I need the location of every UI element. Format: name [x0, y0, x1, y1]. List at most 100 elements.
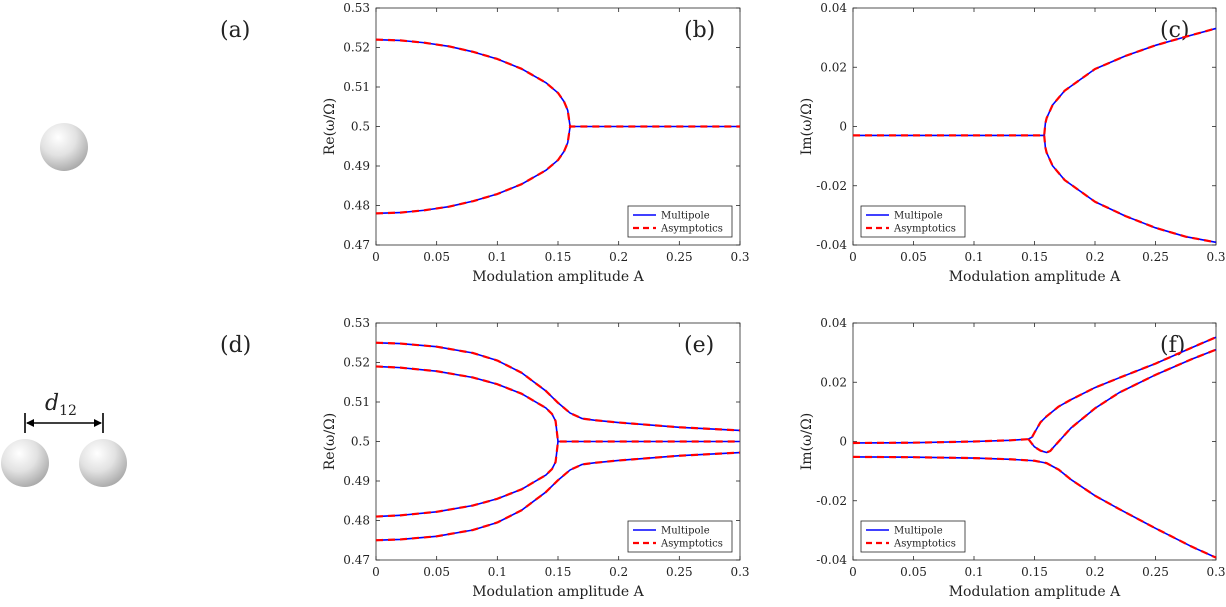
series-line-asymptotics-3 — [375, 451, 741, 542]
x-tick-label: 0.2 — [1085, 250, 1104, 264]
y-tick-label: 0.04 — [820, 316, 847, 330]
legend-label: Asymptotics — [893, 224, 956, 235]
x-tick-label: 0 — [849, 250, 857, 264]
series-line-multipole-0 — [852, 336, 1217, 444]
legend: Multipole Asymptotics — [860, 520, 966, 553]
series-line-multipole-1 — [1027, 348, 1217, 454]
y-tick-label: 0.48 — [343, 199, 370, 213]
legend-label: Multipole — [894, 526, 943, 537]
y-tick-label: 0.52 — [343, 41, 370, 55]
legend: Multipole Asymptotics — [627, 205, 733, 238]
y-tick-label: 0.48 — [343, 514, 370, 528]
x-axis-label: Modulation amplitude A — [472, 584, 644, 600]
series-line-multipole-1 — [1043, 135, 1217, 244]
separation-label: d12 — [45, 391, 77, 419]
x-tick-label: 0.15 — [1021, 250, 1048, 264]
legend-box — [860, 520, 966, 553]
x-tick-label: 0.3 — [730, 250, 749, 264]
y-tick-label: 0.51 — [343, 80, 370, 94]
y-tick-label: -0.04 — [816, 553, 847, 567]
y-tick-label: -0.04 — [816, 238, 847, 252]
y-tick-label: 0.5 — [351, 435, 370, 449]
legend-label: Asymptotics — [893, 539, 956, 550]
y-axis-label: Im(ω/Ω) — [799, 98, 815, 155]
series-line-asymptotics-1 — [1027, 348, 1217, 454]
y-tick-label: -0.02 — [816, 179, 847, 193]
y-tick-label: 0.47 — [343, 553, 370, 567]
y-tick-label: 0 — [839, 435, 847, 449]
y-tick-label: 0.51 — [343, 395, 370, 409]
legend-label: Asymptotics — [660, 224, 723, 235]
y-axis-label: Re(ω/Ω) — [322, 98, 338, 156]
x-tick-label: 0 — [849, 565, 857, 579]
x-axis-label: Modulation amplitude A — [472, 269, 644, 285]
legend: Multipole Asymptotics — [627, 520, 733, 553]
panel-label-a: (a) — [220, 18, 250, 43]
legend: Multipole Asymptotics — [860, 205, 966, 238]
x-tick-label: 0.1 — [964, 250, 983, 264]
x-tick-label: 0.25 — [666, 565, 693, 579]
y-tick-label: 0.53 — [343, 1, 370, 15]
chart-b: 0 0.05 0.1 0.15 0.2 0.25 0.3 0.47 0.48 0.49 0.5 0.5… — [322, 1, 750, 285]
x-tick-label: 0.25 — [1142, 250, 1169, 264]
series-line-asymptotics-1 — [1043, 135, 1217, 244]
y-tick-label: 0.49 — [343, 159, 370, 173]
y-tick-label: -0.02 — [816, 494, 847, 508]
y-tick-label: 0.47 — [343, 238, 370, 252]
x-tick-label: 0.1 — [488, 250, 507, 264]
x-tick-label: 0.05 — [900, 250, 927, 264]
x-tick-label: 0 — [372, 250, 380, 264]
x-tick-label: 0.3 — [1206, 250, 1225, 264]
series-line-asymptotics-1 — [375, 365, 740, 443]
series-line-asymptotics-0 — [375, 38, 740, 128]
series-line-multipole-2 — [375, 441, 559, 518]
y-axis-label: Im(ω/Ω) — [799, 413, 815, 470]
legend-box — [627, 520, 733, 553]
y-tick-label: 0.02 — [820, 375, 847, 389]
y-tick-label: 0.53 — [343, 316, 370, 330]
y-tick-label: 0.04 — [820, 1, 847, 15]
panel-label-f: (f) — [1160, 333, 1185, 358]
y-tick-label: 0 — [839, 120, 847, 134]
y-axis-label: Re(ω/Ω) — [322, 413, 338, 471]
series-line-asymptotics-2 — [375, 441, 560, 518]
sphere-icon — [79, 439, 127, 487]
panels: 0 0.05 0.1 0.15 0.2 0.25 0.3 0.47 0.48 0.49 0.5 0.5… — [322, 1, 1226, 600]
x-tick-label: 0.15 — [545, 250, 572, 264]
x-tick-label: 0.2 — [1085, 565, 1104, 579]
x-tick-label: 0.05 — [900, 565, 927, 579]
x-tick-label: 0.05 — [423, 250, 450, 264]
y-tick-label: 0.5 — [351, 120, 370, 134]
y-tick-label: 0.49 — [343, 474, 370, 488]
x-tick-label: 0.25 — [1142, 565, 1169, 579]
x-axis-label: Modulation amplitude A — [949, 584, 1121, 600]
legend-box — [860, 205, 966, 238]
x-tick-label: 0.05 — [423, 565, 450, 579]
x-tick-label: 0.15 — [545, 565, 572, 579]
panel-label-b: (b) — [684, 18, 715, 43]
legend-label: Multipole — [894, 211, 943, 222]
legend-label: Multipole — [661, 526, 710, 537]
panel-label-d: (d) — [220, 333, 251, 358]
series-line-asymptotics-0 — [853, 27, 1217, 137]
x-tick-label: 0.1 — [964, 565, 983, 579]
x-tick-label: 0.1 — [488, 565, 507, 579]
series-line-multipole-0 — [375, 38, 740, 128]
x-tick-label: 0 — [372, 565, 380, 579]
x-tick-label: 0.3 — [730, 565, 749, 579]
y-tick-label: 0.52 — [343, 356, 370, 370]
panel-label-e: (e) — [684, 333, 714, 358]
chart-c: 0 0.05 0.1 0.15 0.2 0.25 0.3 -0.04 -0.02 0 0.02 0.0… — [799, 1, 1226, 285]
series-line-asymptotics-1 — [375, 126, 572, 215]
x-tick-label: 0.2 — [609, 565, 628, 579]
chart-e: 0 0.05 0.1 0.15 0.2 0.25 0.3 0.47 0.48 0.49 0.5 0.5… — [322, 316, 750, 600]
sphere-icon — [1, 439, 49, 487]
series-line-asymptotics-2 — [852, 455, 1217, 559]
x-tick-label: 0.15 — [1021, 565, 1048, 579]
legend-label: Multipole — [661, 211, 710, 222]
sphere-icon — [40, 123, 88, 171]
x-axis-label: Modulation amplitude A — [949, 269, 1121, 285]
chart-f: 0 0.05 0.1 0.15 0.2 0.25 0.3 -0.04 -0.02 0 0.02 0.0… — [799, 316, 1226, 600]
x-tick-label: 0.25 — [666, 250, 693, 264]
